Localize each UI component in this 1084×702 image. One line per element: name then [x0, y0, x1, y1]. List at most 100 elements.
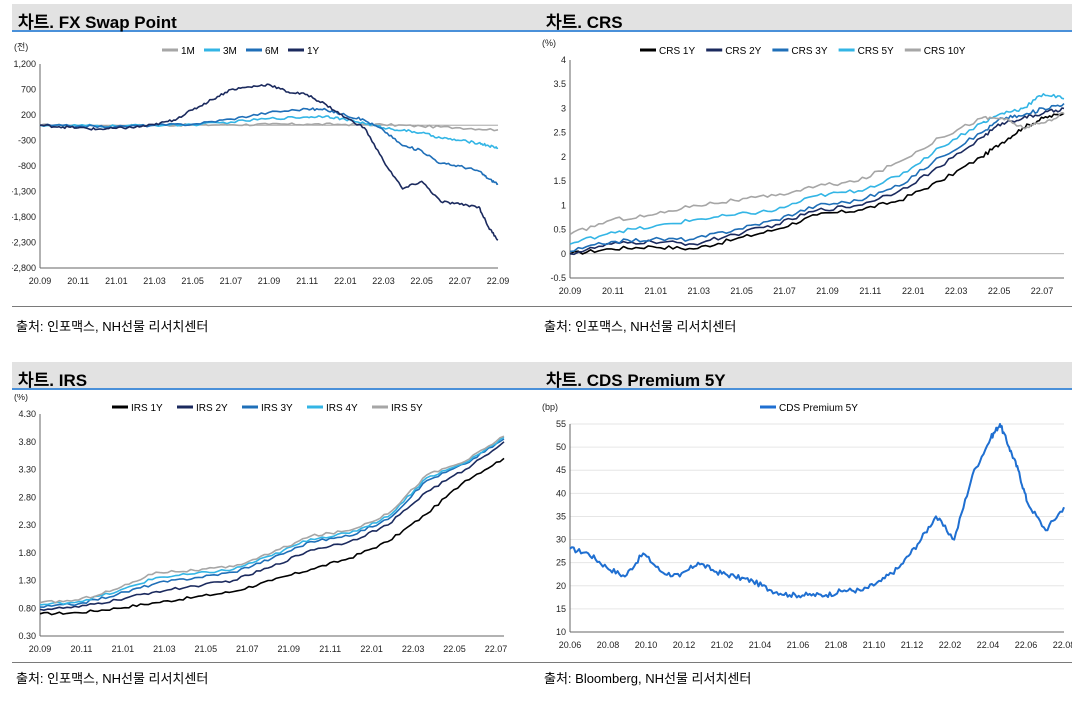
x-tick-label: 22.03	[372, 276, 395, 286]
y-tick-label: 0.5	[553, 225, 566, 235]
series-line	[40, 83, 499, 241]
source-note: 출처: 인포맥스, NH선물 리서치센터	[16, 671, 209, 686]
panel-title: 차트. IRS	[18, 371, 88, 390]
series-line	[569, 112, 1065, 255]
x-tick-label: 20.06	[559, 640, 582, 650]
x-tick-label: 22.03	[402, 644, 425, 654]
cds-premium-panel: 차트. CDS Premium 5Y (bp) 55 50 45 40 35 30 25 20 1…	[540, 362, 1072, 702]
y-unit-label: (%)	[14, 394, 28, 402]
source-divider	[12, 306, 544, 307]
x-tick-label: 20.08	[597, 640, 620, 650]
cds-premium-chart: (bp) 55 50 45 40 35 30 25 20 15 10 20.06 20.08 20.10 2…	[542, 402, 1072, 650]
x-tick-label: 21.05	[195, 644, 218, 654]
x-tick-label: 22.01	[334, 276, 357, 286]
y-tick-label: 2.5	[553, 128, 566, 138]
x-tick-label: 20.11	[602, 286, 624, 296]
y-tick-label: 1	[561, 200, 566, 210]
x-tick-label: 20.09	[29, 276, 52, 286]
legend-label: IRS 2Y	[196, 403, 228, 414]
panel-title-bar: 차트. CRS	[540, 4, 1072, 32]
x-tick-label: 22.05	[988, 286, 1011, 296]
y-unit-label: (bp)	[542, 402, 558, 412]
y-tick-label: 40	[556, 488, 566, 498]
x-tick-label: 21.07	[220, 276, 243, 286]
x-tick-label: 21.11	[296, 276, 318, 286]
legend-label: IRS 4Y	[326, 403, 358, 414]
legend-label: IRS 5Y	[391, 403, 423, 414]
y-tick-label: 50	[556, 442, 566, 452]
series-line	[39, 435, 505, 604]
series-line	[39, 107, 499, 186]
y-tick-label: 200	[21, 110, 36, 120]
y-tick-label: 1.30	[18, 576, 36, 586]
series-line	[39, 115, 499, 150]
x-tick-label: 21.05	[181, 276, 204, 286]
series-line	[569, 103, 1065, 253]
y-tick-label: 25	[556, 558, 566, 568]
x-tick-label: 21.01	[645, 286, 668, 296]
y-tick-label: 1,200	[13, 59, 36, 69]
x-tick-label: 21.11	[319, 644, 341, 654]
y-tick-label: 30	[556, 535, 566, 545]
legend-label: 1Y	[307, 46, 320, 57]
x-tick-label: 21.03	[143, 276, 166, 286]
y-tick-label: 20	[556, 581, 566, 591]
x-tick-label: 20.10	[635, 640, 658, 650]
legend-label: CRS 3Y	[791, 46, 827, 57]
x-tick-label: 21.02	[711, 640, 734, 650]
y-tick-label: 700	[21, 85, 36, 95]
x-tick-label: 22.02	[939, 640, 962, 650]
y-tick-label: 55	[556, 419, 566, 429]
crs-chart: (%) 4 3.5 3 2.5 2 1.5 1 0.5 0 -0.5 20.09 20.11 21.01 2…	[542, 38, 1065, 296]
source-note: 출처: Bloomberg, NH선물 리서치센터	[544, 671, 752, 686]
y-tick-label: 3.5	[553, 79, 566, 89]
x-tick-label: 21.03	[153, 644, 176, 654]
x-tick-label: 20.11	[71, 644, 93, 654]
panel-title-bar: 차트. FX Swap Point	[12, 4, 544, 32]
panel-title: 차트. FX Swap Point	[18, 13, 177, 32]
y-tick-label: -800	[18, 161, 36, 171]
x-tick-label: 22.08	[1053, 640, 1072, 650]
x-tick-label: 21.09	[816, 286, 839, 296]
y-tick-label: -2,300	[12, 238, 36, 248]
x-tick-label: 22.03	[945, 286, 968, 296]
irs-panel: 차트. IRS (%) 4.30 3.80 3.30 2.80 2.30 1.80 1.30 0…	[12, 362, 544, 702]
x-tick-label: 22.01	[902, 286, 925, 296]
series-line	[569, 107, 1065, 256]
x-tick-label: 21.11	[859, 286, 881, 296]
y-tick-label: 0	[561, 249, 566, 259]
y-tick-label: 15	[556, 604, 566, 614]
x-tick-label: 21.10	[863, 640, 886, 650]
panel-title: 차트. CDS Premium 5Y	[546, 371, 726, 390]
x-tick-label: 22.06	[1015, 640, 1038, 650]
y-tick-label: 2.80	[18, 492, 36, 502]
panel-title-bar: 차트. IRS	[12, 362, 544, 390]
legend-label: IRS 3Y	[261, 403, 293, 414]
x-tick-label: 21.05	[730, 286, 753, 296]
y-tick-label: 1.5	[553, 176, 566, 186]
y-tick-label: -1,300	[12, 187, 36, 197]
legend-label: CRS 2Y	[725, 46, 761, 57]
x-tick-label: 21.03	[687, 286, 710, 296]
series-line	[569, 93, 1065, 245]
x-tick-label: 21.07	[773, 286, 796, 296]
source-divider	[12, 662, 544, 663]
legend-label: IRS 1Y	[131, 403, 163, 414]
x-tick-label: 22.01	[360, 644, 383, 654]
y-tick-label: 45	[556, 465, 566, 475]
y-tick-label: 1.80	[18, 548, 36, 558]
x-tick-label: 21.09	[258, 276, 281, 286]
crs-panel: 차트. CRS (%) 4 3.5 3 2.5 2 1.5 1 0.5 0 -0.5 20.09 20.…	[540, 4, 1072, 344]
legend-label: CRS 10Y	[924, 46, 966, 57]
x-tick-label: 20.09	[559, 286, 582, 296]
y-tick-label: 2.30	[18, 520, 36, 530]
legend-label: 3M	[223, 46, 237, 57]
y-tick-label: 2	[561, 152, 566, 162]
y-unit-label: (%)	[542, 38, 556, 48]
x-tick-label: 21.12	[901, 640, 924, 650]
y-unit-label: (전)	[14, 42, 28, 52]
fx-swap-point-chart: (전) 1,200 700 200 -300 -800 -1,300 -1,800 -2,300…	[12, 42, 509, 286]
y-tick-label: 35	[556, 511, 566, 521]
y-tick-label: 3.80	[18, 437, 36, 447]
y-tick-label: -1,800	[12, 212, 36, 222]
